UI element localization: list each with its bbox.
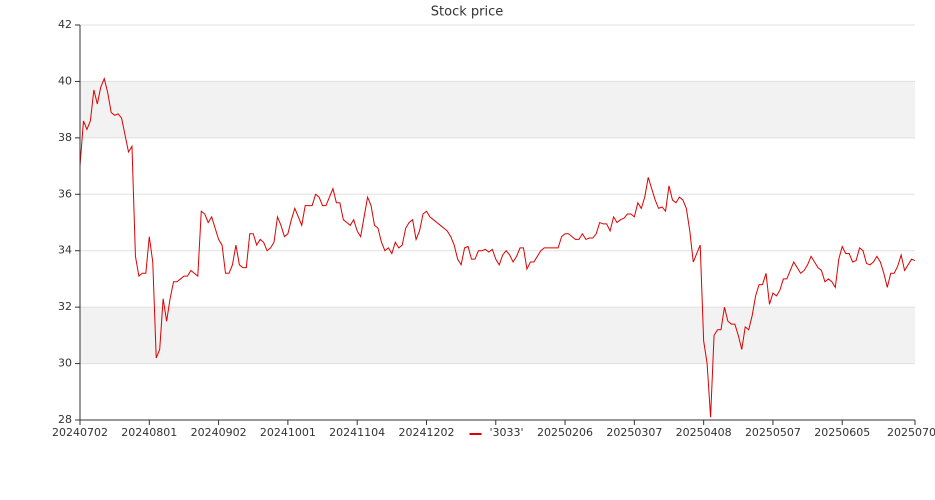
grid xyxy=(80,24,915,421)
y-tick-label: 36 xyxy=(58,187,72,200)
y-tick-label: 30 xyxy=(58,357,72,370)
x-tick-label: 20250605 xyxy=(814,426,870,439)
y-tick-label: 28 xyxy=(58,413,72,426)
grid-band xyxy=(80,307,915,364)
chart-title: Stock price xyxy=(431,5,503,20)
y-tick-label: 42 xyxy=(58,18,72,31)
y-tick-label: 38 xyxy=(58,131,72,144)
y-tick-label: 34 xyxy=(58,244,72,257)
x-tick-label: 20250206 xyxy=(537,426,593,439)
x-tick-label: 20250307 xyxy=(606,426,662,439)
legend: '3033' xyxy=(459,425,536,441)
x-tick-label: 20240801 xyxy=(121,426,177,439)
legend-label: '3033' xyxy=(490,426,524,439)
x-tick-label: 20250408 xyxy=(676,426,732,439)
x-tick-label: 20241001 xyxy=(260,426,316,439)
x-tick-label: 20250703 xyxy=(887,426,935,439)
line xyxy=(79,76,916,418)
y-tick-label: 40 xyxy=(58,74,72,87)
x-tick-label: 20250507 xyxy=(745,426,801,439)
plot xyxy=(79,76,916,418)
y-tick-label: 32 xyxy=(58,300,72,313)
x-tick-label: 20240902 xyxy=(191,426,247,439)
legend-background xyxy=(459,425,536,441)
x-tick-label: 20240702 xyxy=(52,426,108,439)
x-tick-label: 20241104 xyxy=(329,426,385,439)
plot-background xyxy=(80,81,915,364)
x-tick-label: 20241202 xyxy=(398,426,454,439)
grid-band xyxy=(80,81,915,138)
